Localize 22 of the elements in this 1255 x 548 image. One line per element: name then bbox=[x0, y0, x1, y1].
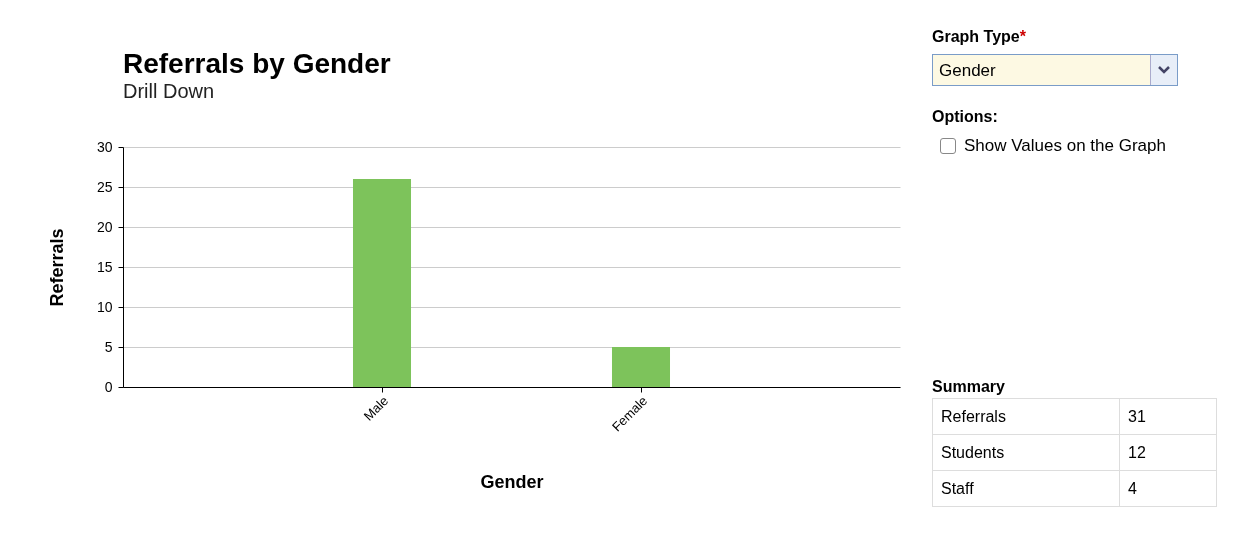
chart-subtitle: Drill Down bbox=[123, 80, 215, 102]
text: Referrals bbox=[932, 398, 1120, 435]
y-tick-label: 25 bbox=[96, 178, 113, 195]
text: * bbox=[1019, 28, 1026, 45]
text: Staff bbox=[932, 470, 1120, 507]
y-axis-title: Referrals bbox=[46, 228, 67, 307]
text: Gender bbox=[939, 61, 996, 81]
text: Students bbox=[932, 434, 1120, 471]
y-tick-label: 10 bbox=[96, 298, 113, 315]
text: Options: bbox=[932, 108, 999, 126]
text: 4 bbox=[1119, 470, 1217, 507]
y-tick-label: 5 bbox=[104, 338, 113, 355]
text: 31 bbox=[1119, 398, 1217, 435]
chart-title: Referrals by Gender bbox=[123, 48, 391, 79]
y-tick-label: 30 bbox=[96, 138, 113, 155]
text: Summary bbox=[932, 378, 1006, 396]
y-tick-label: 15 bbox=[96, 258, 113, 275]
x-axis-title: Gender bbox=[480, 472, 544, 493]
y-tick-label: 0 bbox=[104, 378, 113, 395]
y-tick-label: 20 bbox=[96, 218, 113, 235]
text: Show Values on the Graph bbox=[964, 136, 1166, 156]
text: 12 bbox=[1119, 434, 1217, 471]
